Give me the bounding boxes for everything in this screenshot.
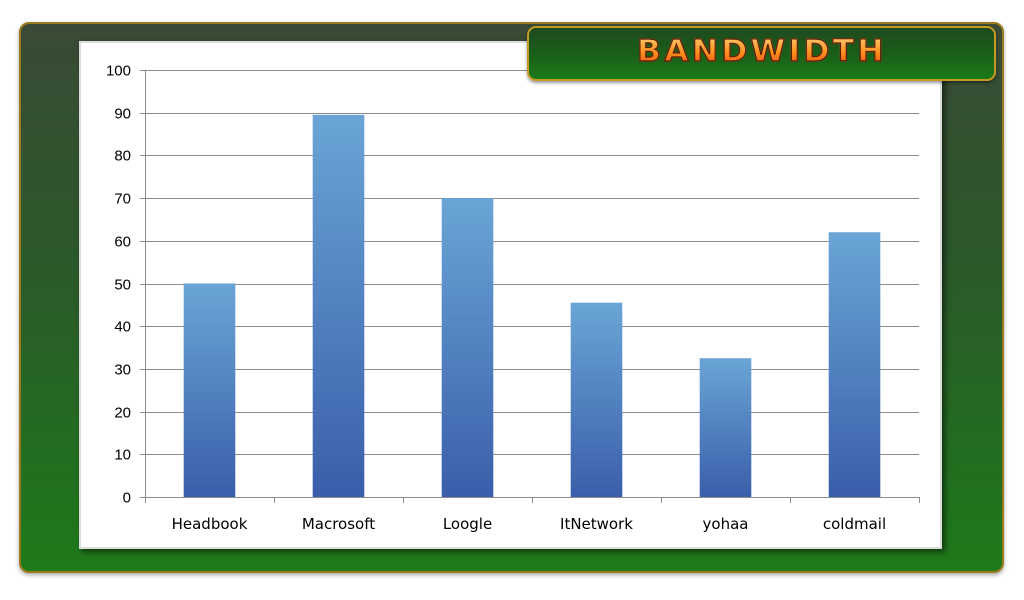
- x-category-label: yohaa: [703, 515, 749, 533]
- x-category-label: Macrosoft: [302, 515, 375, 533]
- y-tick-label: 60: [114, 234, 131, 251]
- x-category-label: Headbook: [172, 515, 248, 533]
- y-tick-label: 50: [114, 277, 131, 294]
- y-tick-label: 0: [123, 490, 131, 507]
- chart-title: BANDWIDTH: [636, 33, 887, 69]
- bar-loogle: [441, 198, 494, 497]
- bar-macrosoft: [312, 114, 365, 498]
- y-tick-label: 90: [114, 106, 131, 123]
- title-banner: BANDWIDTH: [527, 26, 996, 81]
- chart-panel: 0 10 20 30 40 50 60 70 80 90 100 Headbook Macrosoft…: [79, 41, 942, 549]
- x-category-label: coldmail: [823, 515, 886, 533]
- y-tick-label: 80: [114, 148, 131, 165]
- axes: [140, 70, 920, 503]
- gridlines: [145, 70, 919, 455]
- y-tick-label: 10: [114, 447, 131, 464]
- x-category-label: ItNetwork: [560, 515, 633, 533]
- y-tick-labels: 0 10 20 30 40 50 60 70 80 90 100: [106, 63, 131, 507]
- x-category-labels: Headbook Macrosoft Loogle ItNetwork yohaa col…: [172, 515, 887, 533]
- y-tick-label: 40: [114, 319, 131, 336]
- x-category-label: Loogle: [443, 515, 492, 533]
- y-tick-label: 30: [114, 362, 131, 379]
- y-tick-label: 100: [106, 63, 131, 80]
- y-tick-label: 70: [114, 191, 131, 208]
- bars: [183, 114, 881, 498]
- bar-coldmail: [828, 232, 881, 497]
- y-tick-label: 20: [114, 405, 131, 422]
- bar-chart: 0 10 20 30 40 50 60 70 80 90 100 Headbook Macrosoft…: [106, 63, 920, 533]
- bar-itnetwork: [570, 302, 623, 497]
- bar-yohaa: [699, 358, 752, 497]
- bar-headbook: [183, 283, 236, 497]
